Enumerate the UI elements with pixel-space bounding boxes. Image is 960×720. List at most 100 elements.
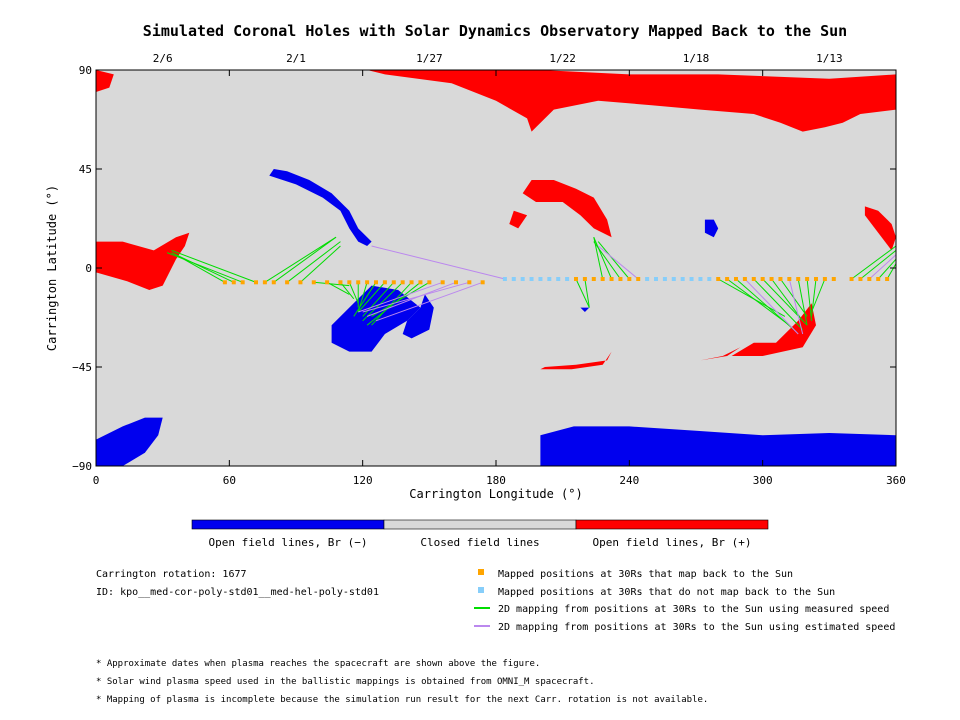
mapped-point [769, 277, 774, 281]
mapping-line-measured [860, 250, 897, 280]
mapped-point [298, 280, 303, 285]
x-tick-label: 60 [223, 474, 236, 487]
top-date-label: 1/22 [549, 52, 576, 65]
mapped-point [285, 280, 290, 285]
mapped-point [409, 280, 414, 285]
mapping-line-measured [735, 278, 795, 330]
coronal-hole-negative [540, 426, 896, 466]
mapping-line-measured [348, 282, 359, 304]
mapping-line-estimated [868, 254, 897, 280]
unmapped-point [707, 277, 712, 281]
mapping-line-measured [264, 236, 337, 283]
top-date-label: 2/6 [153, 52, 173, 65]
top-date-label: 1/27 [416, 52, 443, 65]
mapping-line-measured [171, 252, 234, 283]
mapped-point [609, 277, 614, 281]
mapped-point [742, 277, 747, 281]
unmapped-point [547, 277, 552, 281]
y-axis: 90 45 0 −45 −90 [72, 64, 896, 473]
coronal-hole-positive [509, 210, 528, 229]
mapped-point [240, 280, 245, 285]
mapped-point [627, 277, 632, 281]
x-axis-label: Carrington Longitude (°) [409, 487, 582, 501]
coronal-hole-positive [864, 206, 896, 251]
y-tick-label: 90 [79, 64, 92, 77]
mapped-point [356, 280, 361, 285]
mapped-point [418, 280, 423, 285]
chart-title: Simulated Coronal Holes with Solar Dynam… [143, 22, 847, 40]
plot-area [95, 69, 897, 467]
mapped-point [231, 280, 236, 285]
mapped-point [867, 277, 872, 281]
y-tick-label: 0 [85, 262, 92, 275]
mapping-line-measured [593, 237, 613, 280]
x-tick-label: 300 [753, 474, 773, 487]
mapping-line-measured [166, 252, 243, 283]
mapped-point [440, 280, 445, 285]
mapping-line-measured [811, 278, 826, 313]
mapped-point [600, 277, 605, 281]
mapped-point [822, 277, 827, 281]
mapping-line-measured [593, 241, 621, 280]
mapping-line-measured [806, 278, 813, 321]
top-date-label: 2/1 [286, 52, 306, 65]
mapping-line-measured [286, 241, 341, 283]
coronal-hole-negative [402, 294, 434, 339]
coronal-hole-negative [704, 219, 719, 238]
mapped-point [751, 277, 756, 281]
mapping-line-measured [357, 281, 386, 313]
note-incomplete: * Mapping of plasma is incomplete becaus… [96, 695, 708, 705]
x-tick-label: 120 [353, 474, 373, 487]
note-dates: * Approximate dates when plasma reaches … [96, 659, 540, 669]
unmapped-point [671, 277, 676, 281]
mapping-line-measured [171, 249, 257, 283]
mapping-lines [166, 236, 897, 335]
mapped-point [591, 277, 596, 281]
legend-label-measured: 2D mapping from positions at 30Rs to the… [498, 604, 889, 615]
unmapped-point [520, 277, 525, 281]
coronal-holes [96, 70, 897, 466]
coronal-hole-positive [96, 232, 190, 290]
note-speed: * Solar wind plasma speed used in the ba… [96, 677, 595, 687]
mapping-line-measured [340, 281, 355, 300]
mapped-point [400, 280, 405, 285]
mapped-point [374, 280, 378, 285]
mapped-point [805, 277, 810, 281]
colorbar-label-positive: Open field lines, Br (+) [593, 536, 752, 549]
mapped-points [222, 277, 890, 285]
coronal-hole-positive [367, 70, 897, 132]
mapping-line-measured [353, 282, 377, 317]
mapping-line-measured [877, 258, 897, 280]
mapped-point [760, 277, 765, 281]
mapped-point [467, 280, 472, 285]
unmapped-point [556, 277, 561, 281]
colorbar-positive [575, 519, 769, 530]
coronal-hole-positive [731, 303, 816, 356]
mapping-line-measured [313, 281, 350, 287]
mapped-point [831, 277, 836, 281]
mapping-line-estimated [371, 245, 506, 280]
mapping-line-measured [326, 281, 350, 295]
y-axis-label: Carrington Latitude (°) [45, 185, 59, 351]
mapping-line-measured [584, 278, 590, 308]
mapping-line-estimated [788, 278, 804, 335]
mapped-point [716, 277, 721, 281]
legend-marker-not-mapped [478, 587, 484, 593]
mapping-line-estimated [744, 278, 799, 335]
coronal-hole-positive [522, 180, 612, 238]
closed-field-background [96, 70, 896, 466]
y-tick-label: −45 [72, 361, 92, 374]
colorbar: Open field lines, Br (−) Closed field li… [191, 519, 769, 549]
unmapped-point [662, 277, 667, 281]
legend: Mapped positions at 30Rs that map back t… [474, 569, 895, 633]
coronal-hole-positive [540, 351, 612, 370]
mapped-point [347, 280, 352, 285]
mapped-point [849, 277, 854, 281]
y-tick-label: −90 [72, 460, 92, 473]
mapped-point [365, 280, 370, 285]
coronal-hole-negative [269, 169, 372, 246]
top-date-axis: 2/6 2/1 1/27 1/22 1/18 1/13 [153, 52, 843, 65]
mapped-point [725, 277, 730, 281]
mapped-point [454, 280, 458, 285]
